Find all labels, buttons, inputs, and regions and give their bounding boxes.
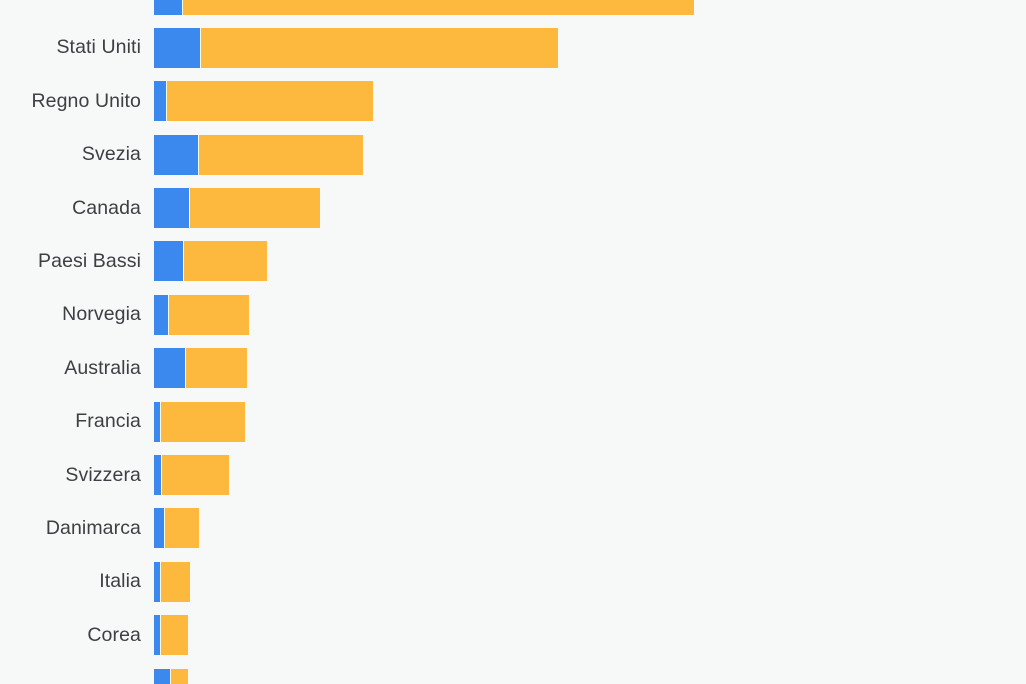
bar-segment-series-1[interactable] (154, 81, 166, 122)
bar-segment-series-1[interactable] (154, 0, 182, 15)
bar-row: Corea (0, 609, 1026, 662)
bar-row: Norvegia (0, 288, 1026, 341)
bar-row: Italia (0, 555, 1026, 608)
bar-row: Regno Unito (0, 75, 1026, 128)
bar-segment-series-2[interactable] (160, 615, 188, 656)
bar-segment-series-2[interactable] (198, 134, 363, 175)
bar-row: Danimarca (0, 502, 1026, 555)
bar-track (154, 668, 188, 684)
bar-category-label: Svizzera (65, 463, 141, 486)
bar-category-label: Stati Uniti (56, 36, 141, 59)
bar-segment-series-2[interactable] (168, 294, 249, 335)
bar-segment-series-1[interactable] (154, 561, 160, 602)
bar-segment-series-1[interactable] (154, 188, 189, 229)
bar-segment-series-1[interactable] (154, 455, 161, 496)
bar-category-label: Italia (99, 570, 141, 593)
bar-row: Stati Uniti (0, 21, 1026, 74)
bar-segment-series-2[interactable] (160, 401, 245, 442)
bar-category-label: Svezia (81, 143, 141, 166)
bar-category-label: Danimarca (45, 516, 141, 539)
bar-row: Paesi Bassi (0, 235, 1026, 288)
bar-track (154, 294, 249, 335)
bar-track (154, 81, 373, 122)
bar-track (154, 561, 190, 602)
bar-row: Germania (0, 0, 1026, 21)
bar-category-label: Australia (64, 356, 141, 379)
bar-category-label: Francia (75, 410, 141, 433)
bar-category-label: Regno Unito (31, 89, 141, 112)
bar-segment-series-2[interactable] (164, 508, 199, 549)
bar-track (154, 615, 188, 656)
bar-segment-series-2[interactable] (185, 348, 247, 389)
bar-segment-series-1[interactable] (154, 508, 164, 549)
bar-track (154, 0, 694, 15)
bar-category-label: Germania (0, 0, 141, 21)
bar-segment-series-1[interactable] (154, 668, 170, 684)
bar-segment-series-2[interactable] (182, 0, 694, 15)
bar-row-clipped (0, 662, 1026, 684)
bar-row: Svizzera (0, 449, 1026, 502)
bar-category-label: Canada (72, 196, 141, 219)
bar-segment-series-1[interactable] (154, 241, 183, 282)
bar-segment-series-1[interactable] (154, 294, 168, 335)
bar-category-label: Corea (87, 623, 141, 646)
bar-segment-series-1[interactable] (154, 27, 200, 68)
bar-row: Canada (0, 182, 1026, 235)
bar-row: Svezia (0, 128, 1026, 181)
bar-segment-series-2[interactable] (160, 561, 190, 602)
bar-segment-series-1[interactable] (154, 615, 160, 656)
bar-segment-series-1[interactable] (154, 348, 185, 389)
bar-segment-series-2[interactable] (166, 81, 373, 122)
bar-segment-series-2[interactable] (161, 455, 229, 496)
bar-segment-series-2[interactable] (183, 241, 267, 282)
bar-category-label: Paesi Bassi (38, 249, 141, 272)
bar-track (154, 27, 558, 68)
bar-segment-series-1[interactable] (154, 134, 198, 175)
bar-segment-series-1[interactable] (154, 401, 160, 442)
bar-track (154, 241, 267, 282)
bar-track (154, 188, 320, 229)
bar-category-label: Norvegia (62, 303, 141, 326)
bar-segment-series-2[interactable] (170, 668, 188, 684)
bar-track (154, 134, 363, 175)
bar-segment-series-2[interactable] (189, 188, 320, 229)
bar-row: Australia (0, 342, 1026, 395)
bar-track (154, 401, 245, 442)
bar-track (154, 348, 247, 389)
bar-segment-series-2[interactable] (200, 27, 558, 68)
bar-track (154, 455, 229, 496)
bar-row: Francia (0, 395, 1026, 448)
bar-track (154, 508, 199, 549)
